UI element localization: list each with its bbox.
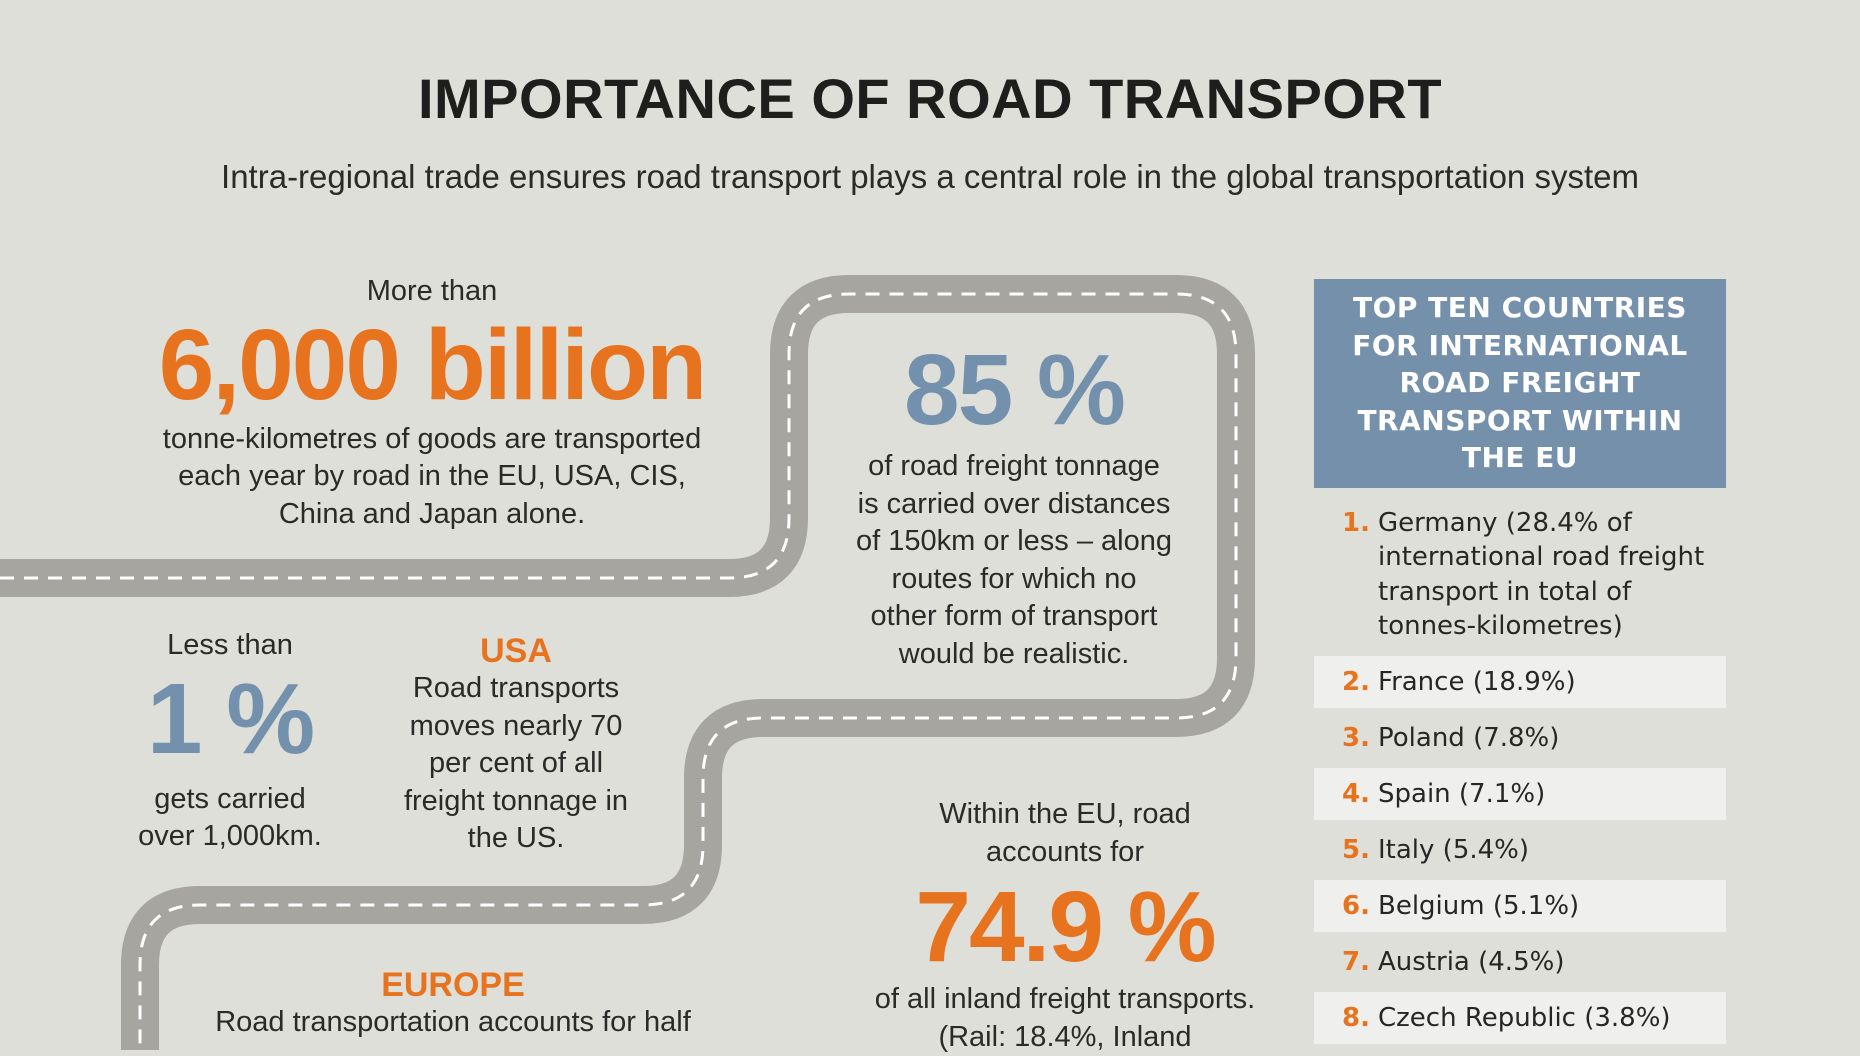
rank-number: 3. bbox=[1342, 712, 1378, 764]
fact-line: of road freight tonnage bbox=[834, 448, 1194, 486]
fact-value: 74.9 % bbox=[845, 877, 1285, 977]
item-text: Spain (7.1%) bbox=[1378, 768, 1545, 820]
fact-line: tonne-kilometres of goods are transporte… bbox=[132, 421, 732, 459]
fact-intro: Less than bbox=[110, 627, 350, 665]
item-line: Germany (28.4% of bbox=[1378, 506, 1704, 541]
fact-value: 6,000 billion bbox=[132, 315, 732, 415]
fact-value: 1 % bbox=[110, 669, 350, 769]
item-line: tonnes-kilometres) bbox=[1378, 609, 1704, 644]
item-text: Poland (7.8%) bbox=[1378, 712, 1559, 764]
fact-heading: EUROPE bbox=[173, 966, 733, 1004]
rank-number: 1. bbox=[1342, 506, 1378, 644]
list-item: 3.Poland (7.8%) bbox=[1314, 712, 1726, 764]
fact-line: moves nearly 70 bbox=[376, 708, 656, 746]
title-line: TRANSPORT WITHIN bbox=[1314, 402, 1726, 440]
page-title: IMPORTANCE OF ROAD TRANSPORT bbox=[0, 66, 1860, 131]
fact-long-distance: Less than 1 % gets carried over 1,000km. bbox=[110, 627, 350, 856]
fact-value: 85 % bbox=[834, 340, 1194, 440]
rank-number: 7. bbox=[1342, 936, 1378, 988]
fact-line: routes for which no bbox=[834, 561, 1194, 599]
fact-line: gets carried bbox=[110, 781, 350, 819]
fact-line: other form of transport bbox=[834, 598, 1194, 636]
list-item: 8.Czech Republic (3.8%) bbox=[1314, 992, 1726, 1044]
item-text: Austria (4.5%) bbox=[1378, 936, 1564, 988]
list-item: 6.Belgium (5.1%) bbox=[1314, 880, 1726, 932]
page-subtitle: Intra-regional trade ensures road transp… bbox=[0, 158, 1860, 196]
fact-intro: accounts for bbox=[845, 834, 1285, 872]
list-item: 5.Italy (5.4%) bbox=[1314, 824, 1726, 876]
title-line: FOR INTERNATIONAL bbox=[1314, 327, 1726, 365]
fact-line: per cent of all bbox=[376, 745, 656, 783]
item-text: Italy (5.4%) bbox=[1378, 824, 1529, 876]
fact-line: is carried over distances bbox=[834, 486, 1194, 524]
rank-number: 5. bbox=[1342, 824, 1378, 876]
title-line: THE EU bbox=[1314, 439, 1726, 477]
item-line: international road freight bbox=[1378, 540, 1704, 575]
fact-eu-share: Within the EU, road accounts for 74.9 % … bbox=[845, 796, 1285, 1056]
item-text: France (18.9%) bbox=[1378, 656, 1576, 708]
top-ten-panel: TOP TEN COUNTRIES FOR INTERNATIONAL ROAD… bbox=[1314, 279, 1726, 1048]
fact-line: would be realistic. bbox=[834, 636, 1194, 674]
title-line: ROAD FREIGHT bbox=[1314, 364, 1726, 402]
fact-intro: More than bbox=[132, 273, 732, 311]
top-ten-title: TOP TEN COUNTRIES FOR INTERNATIONAL ROAD… bbox=[1314, 279, 1726, 488]
fact-heading: USA bbox=[376, 632, 656, 670]
fact-line: freight tonnage in bbox=[376, 783, 656, 821]
title-line: TOP TEN COUNTRIES bbox=[1314, 289, 1726, 327]
fact-line: (Rail: 18.4%, Inland bbox=[845, 1019, 1285, 1056]
rank-number: 2. bbox=[1342, 656, 1378, 708]
list-item: 2.France (18.9%) bbox=[1314, 656, 1726, 708]
fact-line: each year by road in the EU, USA, CIS, bbox=[132, 458, 732, 496]
rank-number: 8. bbox=[1342, 992, 1378, 1044]
fact-line: over 1,000km. bbox=[110, 818, 350, 856]
rank-number: 4. bbox=[1342, 768, 1378, 820]
fact-line: Road transportation accounts for half bbox=[173, 1004, 733, 1042]
rank-number: 6. bbox=[1342, 880, 1378, 932]
fact-line: of all inland freight transports. bbox=[845, 981, 1285, 1019]
fact-tonne-km: More than 6,000 billion tonne-kilometres… bbox=[132, 273, 732, 533]
fact-short-distance: 85 % of road freight tonnage is carried … bbox=[834, 340, 1194, 673]
list-item: 7.Austria (4.5%) bbox=[1314, 936, 1726, 988]
list-item: 4.Spain (7.1%) bbox=[1314, 768, 1726, 820]
fact-line: of 150km or less – along bbox=[834, 523, 1194, 561]
item-text: Belgium (5.1%) bbox=[1378, 880, 1579, 932]
fact-usa: USA Road transports moves nearly 70 per … bbox=[376, 632, 656, 858]
item-text: Czech Republic (3.8%) bbox=[1378, 992, 1671, 1044]
item-line: transport in total of bbox=[1378, 575, 1704, 610]
fact-intro: Within the EU, road bbox=[845, 796, 1285, 834]
fact-line: the US. bbox=[376, 820, 656, 858]
list-item: 1. Germany (28.4% of international road … bbox=[1314, 488, 1726, 656]
fact-europe: EUROPE Road transportation accounts for … bbox=[173, 966, 733, 1042]
fact-line: China and Japan alone. bbox=[132, 496, 732, 534]
fact-line: Road transports bbox=[376, 670, 656, 708]
